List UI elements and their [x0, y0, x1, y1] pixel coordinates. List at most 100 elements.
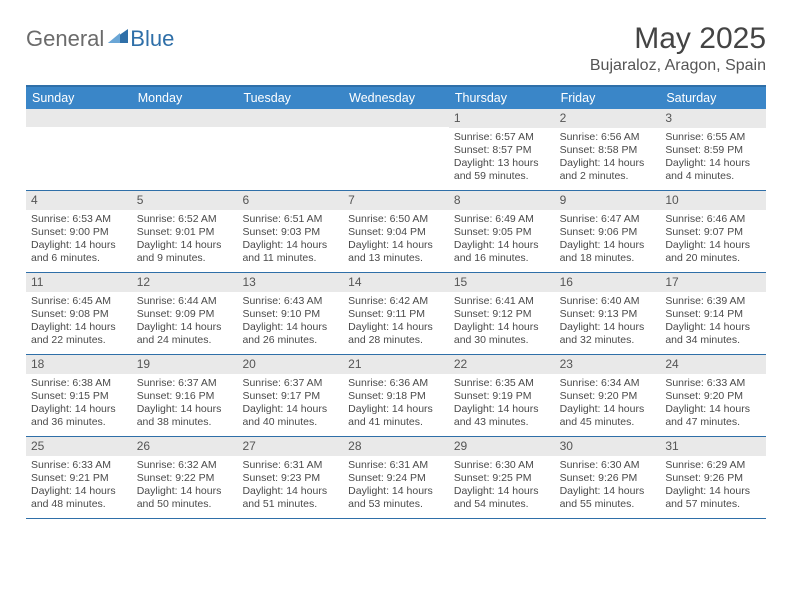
- day-number: [343, 109, 449, 127]
- sunset-text: Sunset: 9:20 PM: [560, 390, 656, 403]
- day-number: [237, 109, 343, 127]
- sunset-text: Sunset: 9:26 PM: [665, 472, 761, 485]
- daylight-text: Daylight: 14 hours and 9 minutes.: [137, 239, 233, 265]
- weekday-wednesday: Wednesday: [343, 87, 449, 109]
- day-number: 21: [343, 355, 449, 374]
- daylight-text: Daylight: 14 hours and 51 minutes.: [242, 485, 338, 511]
- title-block: May 2025 Bujaraloz, Aragon, Spain: [590, 22, 766, 75]
- daylight-text: Daylight: 14 hours and 32 minutes.: [560, 321, 656, 347]
- day-number: 20: [237, 355, 343, 374]
- sunrise-text: Sunrise: 6:38 AM: [31, 377, 127, 390]
- sunrise-text: Sunrise: 6:40 AM: [560, 295, 656, 308]
- sunset-text: Sunset: 9:05 PM: [454, 226, 550, 239]
- day-number: 2: [555, 109, 661, 128]
- daylight-text: Daylight: 14 hours and 26 minutes.: [242, 321, 338, 347]
- sunrise-text: Sunrise: 6:39 AM: [665, 295, 761, 308]
- sunrise-text: Sunrise: 6:33 AM: [665, 377, 761, 390]
- day-cell-9: 9Sunrise: 6:47 AMSunset: 9:06 PMDaylight…: [555, 191, 661, 272]
- day-number: 3: [660, 109, 766, 128]
- weekday-friday: Friday: [555, 87, 661, 109]
- day-cell-18: 18Sunrise: 6:38 AMSunset: 9:15 PMDayligh…: [26, 355, 132, 436]
- daylight-text: Daylight: 13 hours and 59 minutes.: [454, 157, 550, 183]
- daylight-text: Daylight: 14 hours and 16 minutes.: [454, 239, 550, 265]
- sunset-text: Sunset: 9:09 PM: [137, 308, 233, 321]
- weekday-tuesday: Tuesday: [237, 87, 343, 109]
- day-number: [132, 109, 238, 127]
- sunset-text: Sunset: 8:57 PM: [454, 144, 550, 157]
- sunset-text: Sunset: 9:12 PM: [454, 308, 550, 321]
- logo-text-blue: Blue: [130, 26, 174, 52]
- sunrise-text: Sunrise: 6:45 AM: [31, 295, 127, 308]
- day-cell-30: 30Sunrise: 6:30 AMSunset: 9:26 PMDayligh…: [555, 437, 661, 518]
- sunset-text: Sunset: 9:13 PM: [560, 308, 656, 321]
- sunset-text: Sunset: 9:23 PM: [242, 472, 338, 485]
- day-number: 23: [555, 355, 661, 374]
- header: General Blue May 2025 Bujaraloz, Aragon,…: [26, 22, 766, 75]
- daylight-text: Daylight: 14 hours and 57 minutes.: [665, 485, 761, 511]
- sunrise-text: Sunrise: 6:37 AM: [137, 377, 233, 390]
- week-row: 1Sunrise: 6:57 AMSunset: 8:57 PMDaylight…: [26, 109, 766, 191]
- sunset-text: Sunset: 9:14 PM: [665, 308, 761, 321]
- daylight-text: Daylight: 14 hours and 47 minutes.: [665, 403, 761, 429]
- daylight-text: Daylight: 14 hours and 43 minutes.: [454, 403, 550, 429]
- daylight-text: Daylight: 14 hours and 13 minutes.: [348, 239, 444, 265]
- sunrise-text: Sunrise: 6:33 AM: [31, 459, 127, 472]
- daylight-text: Daylight: 14 hours and 55 minutes.: [560, 485, 656, 511]
- sunrise-text: Sunrise: 6:32 AM: [137, 459, 233, 472]
- day-number: 27: [237, 437, 343, 456]
- week-row: 25 Sunrise: 6:33 AMSunset: 9:21 PM Dayligh…: [26, 437, 766, 519]
- daylight-text: Daylight: 14 hours and 40 minutes.: [242, 403, 338, 429]
- day-number: 28: [343, 437, 449, 456]
- sunrise-text: Sunrise: 6:37 AM: [242, 377, 338, 390]
- weekday-row: SundayMondayTuesdayWednesdayThursdayFrid…: [26, 87, 766, 109]
- sunrise-text: Sunrise: 6:44 AM: [137, 295, 233, 308]
- daylight-text: Daylight: 14 hours and 53 minutes.: [348, 485, 444, 511]
- daylight-text: Daylight: 14 hours and 45 minutes.: [560, 403, 656, 429]
- daylight-text: Daylight: 14 hours and 30 minutes.: [454, 321, 550, 347]
- day-number: 15: [449, 273, 555, 292]
- sunrise-text: Sunrise: 6:41 AM: [454, 295, 550, 308]
- week-row: 11Sunrise: 6:45 AMSunset: 9:08 PMDayligh…: [26, 273, 766, 355]
- sunrise-text: Sunrise: 6:53 AM: [31, 213, 127, 226]
- day-cell-5: 5Sunrise: 6:52 AMSunset: 9:01 PMDaylight…: [132, 191, 238, 272]
- day-cell-4: 4Sunrise: 6:53 AMSunset: 9:00 PMDaylight…: [26, 191, 132, 272]
- sunset-text: Sunset: 9:17 PM: [242, 390, 338, 403]
- daylight-text: Daylight: 14 hours and 38 minutes.: [137, 403, 233, 429]
- day-cell-3: 3Sunrise: 6:55 AMSunset: 8:59 PMDaylight…: [660, 109, 766, 190]
- day-number: 30: [555, 437, 661, 456]
- daylight-text: Daylight: 14 hours and 20 minutes.: [665, 239, 761, 265]
- week-row: 18Sunrise: 6:38 AMSunset: 9:15 PMDayligh…: [26, 355, 766, 437]
- sunrise-text: Sunrise: 6:31 AM: [242, 459, 338, 472]
- sunset-text: Sunset: 9:24 PM: [348, 472, 444, 485]
- weekday-saturday: Saturday: [660, 87, 766, 109]
- empty-cell: [343, 109, 449, 190]
- week-row: 4Sunrise: 6:53 AMSunset: 9:00 PMDaylight…: [26, 191, 766, 273]
- day-number: 13: [237, 273, 343, 292]
- day-cell-21: 21Sunrise: 6:36 AMSunset: 9:18 PMDayligh…: [343, 355, 449, 436]
- day-number: 17: [660, 273, 766, 292]
- day-cell-8: 8Sunrise: 6:49 AMSunset: 9:05 PMDaylight…: [449, 191, 555, 272]
- sunset-text: Sunset: 9:04 PM: [348, 226, 444, 239]
- logo: General Blue: [26, 26, 174, 52]
- day-number: 10: [660, 191, 766, 210]
- sunset-text: Sunset: 9:21 PM: [31, 472, 127, 485]
- day-number: 7: [343, 191, 449, 210]
- day-cell-17: 17Sunrise: 6:39 AMSunset: 9:14 PMDayligh…: [660, 273, 766, 354]
- sunset-text: Sunset: 9:26 PM: [560, 472, 656, 485]
- day-cell-26: 26Sunrise: 6:32 AMSunset: 9:22 PMDayligh…: [132, 437, 238, 518]
- sunset-text: Sunset: 8:58 PM: [560, 144, 656, 157]
- day-number: 5: [132, 191, 238, 210]
- day-number: 25: [26, 437, 132, 456]
- daylight-text: Daylight: 14 hours and 54 minutes.: [454, 485, 550, 511]
- sail-icon: [108, 27, 128, 43]
- sunrise-text: Sunrise: 6:56 AM: [560, 131, 656, 144]
- location: Bujaraloz, Aragon, Spain: [590, 57, 766, 75]
- sunset-text: Sunset: 9:10 PM: [242, 308, 338, 321]
- daylight-text: Daylight: 14 hours and 36 minutes.: [31, 403, 127, 429]
- day-cell-6: 6Sunrise: 6:51 AMSunset: 9:03 PMDaylight…: [237, 191, 343, 272]
- day-number: 14: [343, 273, 449, 292]
- sunset-text: Sunset: 9:01 PM: [137, 226, 233, 239]
- daylight-text: Daylight: 14 hours and 28 minutes.: [348, 321, 444, 347]
- day-cell-2: 2Sunrise: 6:56 AMSunset: 8:58 PMDaylight…: [555, 109, 661, 190]
- day-number: 18: [26, 355, 132, 374]
